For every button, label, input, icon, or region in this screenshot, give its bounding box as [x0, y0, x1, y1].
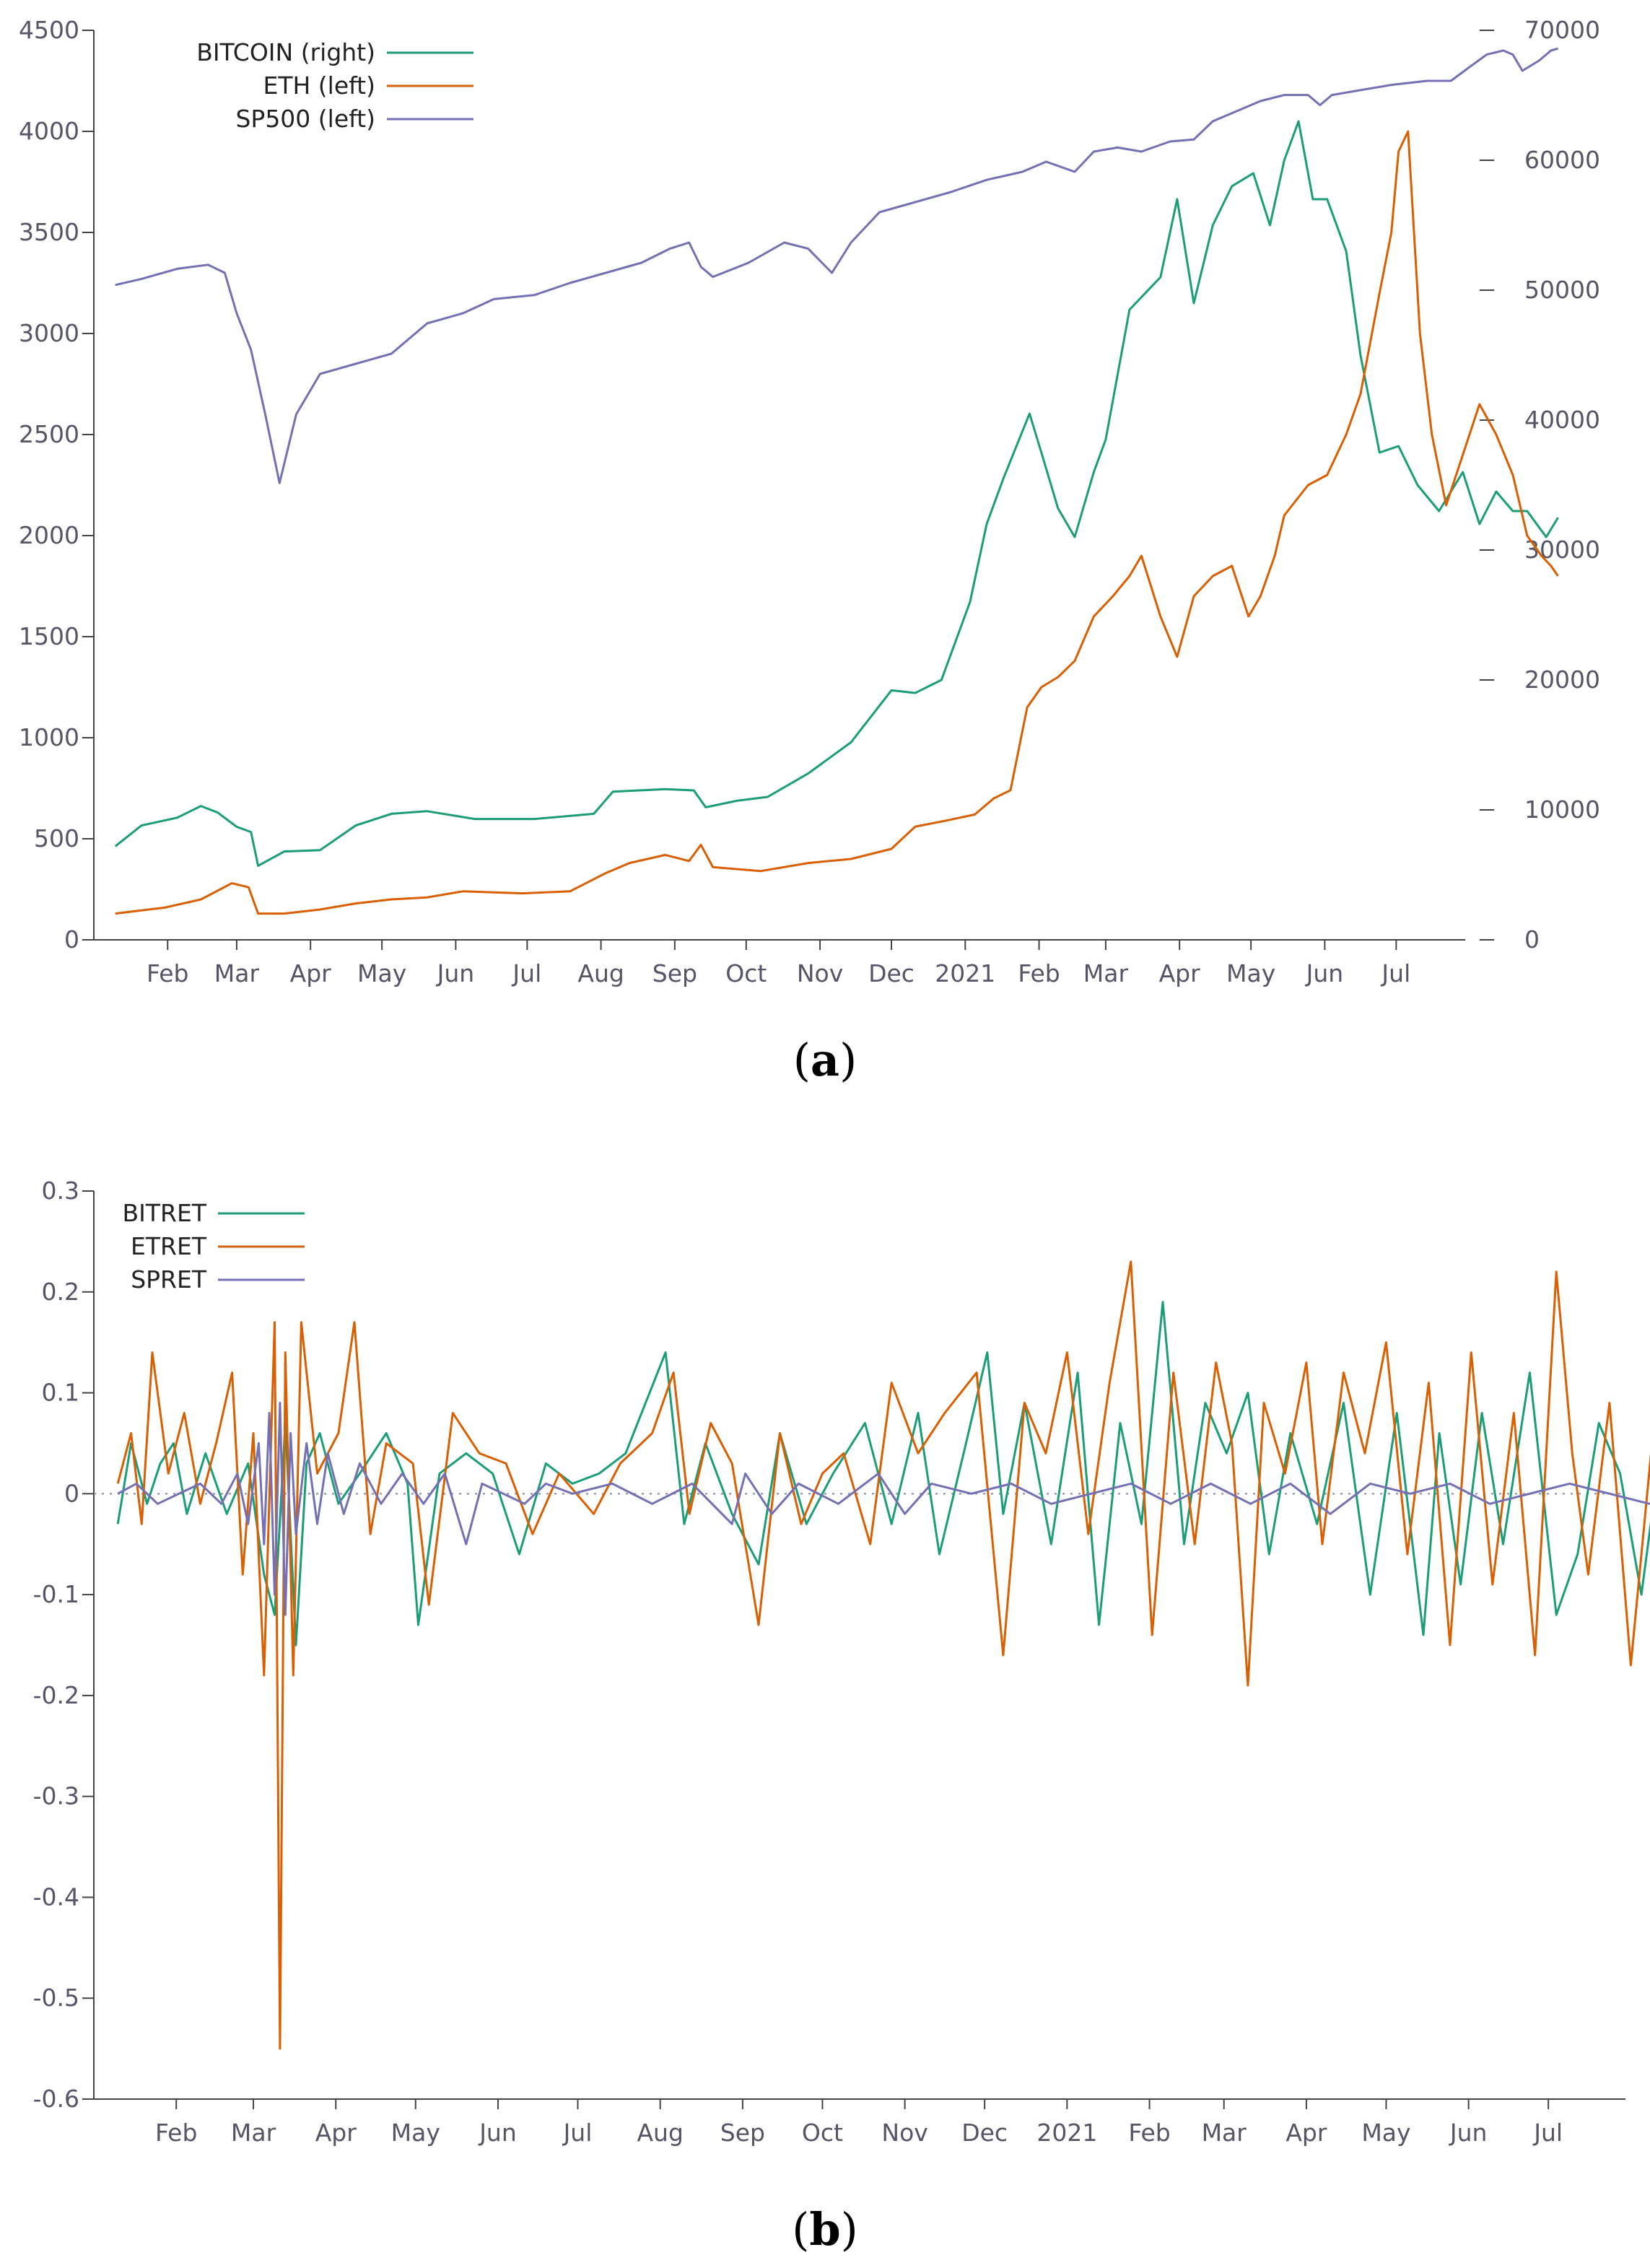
- series-line-eth-left: [115, 130, 1559, 915]
- legend-label: ETRET: [131, 1232, 207, 1260]
- y-left-tick-label: 1500: [19, 622, 79, 650]
- x-tick-label: Apr: [1285, 2119, 1327, 2147]
- y-left-tick-label: 2000: [19, 521, 79, 549]
- panel-b-axes: -0.6 -0.5 -0.4 -0.3 -0.2 -0.1 0 0.1 0.2 0.3 Feb Mar…: [33, 1177, 1625, 2147]
- y-right-tick-label: 0: [1524, 925, 1540, 954]
- caption-a: (a): [793, 1034, 857, 1086]
- panel-a-axes: 0 500 1000 1500 2000 2500 3000 3500 4000 4500 0 100…: [19, 16, 1600, 987]
- y-left-tick-label: -0.6: [33, 2085, 79, 2113]
- x-tick-label: Apr: [315, 2119, 357, 2147]
- y-left-tick-label: 0.2: [42, 1278, 79, 1306]
- y-left-tick-label: -0.1: [33, 1580, 79, 1608]
- y-left-tick-label: -0.4: [33, 1883, 79, 1911]
- x-tick-label: Jun: [1449, 2119, 1488, 2147]
- y-right-tick-label: 10000: [1524, 795, 1600, 824]
- series-line-bitcoin-right: [114, 120, 1559, 867]
- x-tick-label: Dec: [868, 959, 915, 987]
- y-left-tick-label: 3500: [19, 218, 79, 246]
- y-left-tick-label: -0.3: [33, 1782, 79, 1810]
- x-tick-label: Sep: [720, 2119, 765, 2147]
- x-tick-label: Oct: [725, 959, 767, 987]
- x-tick-label: Mar: [231, 2119, 276, 2147]
- x-tick-label: Feb: [147, 959, 188, 987]
- y-left-tick-label: 2500: [19, 420, 79, 448]
- x-tick-label: Mar: [214, 959, 260, 987]
- x-tick-label: Aug: [577, 959, 624, 987]
- x-tick-label: Jun: [478, 2119, 517, 2147]
- y-right-tick-label: 30000: [1524, 536, 1600, 564]
- caption-b: (b): [792, 2203, 858, 2256]
- x-tick-label: 2021: [1036, 2119, 1097, 2147]
- y-left-tick-label: 0: [64, 925, 79, 954]
- y-right-tick-label: 60000: [1524, 146, 1600, 174]
- legend-label: SP500 (left): [235, 105, 375, 133]
- legend-label: ETH (left): [263, 71, 375, 100]
- caption-b-letter: b: [809, 2203, 840, 2256]
- series-line-etret: [116, 1260, 1650, 2050]
- y-right-tick-label: 40000: [1524, 406, 1600, 434]
- x-tick-label: May: [1361, 2119, 1410, 2147]
- panel-b-legend: BITRET ETRET SPRET: [123, 1199, 305, 1294]
- y-left-tick-label: 500: [34, 824, 79, 852]
- series-line-bitret: [116, 1301, 1650, 1647]
- panel-b-chart: -0.6 -0.5 -0.4 -0.3 -0.2 -0.1 0 0.1 0.2 0.3 Feb Mar…: [33, 1177, 1650, 2147]
- y-right-tick-label: 70000: [1524, 16, 1600, 44]
- y-left-tick-label: 4500: [19, 16, 79, 44]
- x-tick-label: Jul: [1380, 959, 1410, 987]
- legend-label: BITRET: [123, 1199, 207, 1227]
- legend-label: SPRET: [131, 1265, 207, 1294]
- y-left-tick-label: 0.3: [42, 1177, 79, 1205]
- series-line-sp500-left: [115, 47, 1559, 484]
- x-tick-label: Mar: [1083, 959, 1129, 987]
- y-left-tick-label: -0.2: [33, 1681, 79, 1709]
- x-tick-label: Feb: [1128, 2119, 1170, 2147]
- x-tick-label: May: [357, 959, 406, 987]
- x-tick-label: Mar: [1202, 2119, 1247, 2147]
- panel-a-legend: BITCOIN (right) ETH (left) SP500 (left): [196, 38, 473, 133]
- y-left-tick-label: 3000: [19, 319, 79, 347]
- x-tick-label: May: [391, 2119, 440, 2147]
- x-tick-label: Jul: [511, 959, 541, 987]
- y-left-tick-label: 0.1: [42, 1379, 79, 1407]
- x-tick-label: Feb: [155, 2119, 197, 2147]
- x-tick-label: Feb: [1018, 959, 1060, 987]
- x-tick-label: Nov: [797, 959, 843, 987]
- legend-label: BITCOIN (right): [196, 38, 375, 66]
- panel-b-series: [116, 1260, 1650, 2050]
- x-tick-label: Apr: [1159, 959, 1201, 987]
- x-tick-label: Dec: [961, 2119, 1008, 2147]
- y-left-tick-label: 1000: [19, 723, 79, 751]
- x-tick-label: Nov: [881, 2119, 927, 2147]
- x-tick-label: Oct: [802, 2119, 843, 2147]
- x-tick-label: 2021: [935, 959, 995, 987]
- caption-a-letter: a: [811, 1034, 839, 1086]
- series-line-spret: [117, 1402, 1650, 1616]
- panel-a-series: [114, 47, 1559, 915]
- x-tick-label: Jul: [562, 2119, 593, 2147]
- y-left-tick-label: 4000: [19, 117, 79, 145]
- x-tick-label: Sep: [652, 959, 697, 987]
- panel-a-chart: 0 500 1000 1500 2000 2500 3000 3500 4000 4500 0 100…: [19, 16, 1600, 987]
- y-left-tick-label: 0: [64, 1479, 79, 1507]
- y-left-tick-label: -0.5: [33, 1984, 79, 2012]
- x-tick-label: Aug: [637, 2119, 683, 2147]
- x-tick-label: Jun: [436, 959, 475, 987]
- y-right-tick-label: 50000: [1524, 276, 1600, 304]
- x-tick-label: May: [1226, 959, 1275, 987]
- x-tick-label: Jul: [1532, 2119, 1563, 2147]
- x-tick-label: Apr: [290, 959, 332, 987]
- x-tick-label: Jun: [1305, 959, 1344, 987]
- y-right-tick-label: 20000: [1524, 666, 1600, 694]
